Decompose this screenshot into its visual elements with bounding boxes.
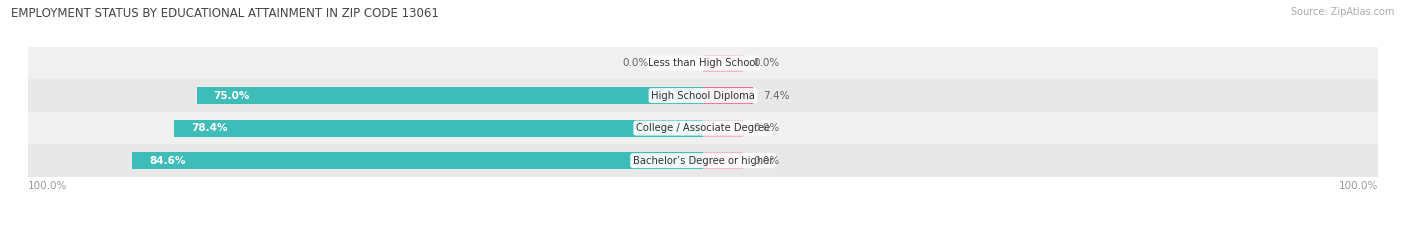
- Bar: [174, 120, 703, 137]
- Bar: [703, 120, 744, 137]
- Text: 100.0%: 100.0%: [28, 181, 67, 191]
- Text: 0.0%: 0.0%: [623, 58, 650, 68]
- Text: 7.4%: 7.4%: [763, 91, 790, 101]
- Text: College / Associate Degree: College / Associate Degree: [636, 123, 770, 133]
- Text: 78.4%: 78.4%: [191, 123, 228, 133]
- Bar: [28, 47, 1378, 79]
- Text: EMPLOYMENT STATUS BY EDUCATIONAL ATTAINMENT IN ZIP CODE 13061: EMPLOYMENT STATUS BY EDUCATIONAL ATTAINM…: [11, 7, 439, 20]
- Bar: [703, 55, 744, 72]
- Text: Bachelor’s Degree or higher: Bachelor’s Degree or higher: [633, 156, 773, 166]
- Bar: [28, 144, 1378, 177]
- Bar: [197, 87, 703, 104]
- Text: 0.0%: 0.0%: [754, 58, 780, 68]
- Bar: [132, 152, 703, 169]
- Text: 0.0%: 0.0%: [754, 156, 780, 166]
- Bar: [28, 79, 1378, 112]
- Text: Less than High School: Less than High School: [648, 58, 758, 68]
- Bar: [703, 87, 754, 104]
- Text: 100.0%: 100.0%: [1339, 181, 1378, 191]
- Text: Source: ZipAtlas.com: Source: ZipAtlas.com: [1291, 7, 1395, 17]
- Text: 75.0%: 75.0%: [214, 91, 250, 101]
- Text: 0.0%: 0.0%: [754, 123, 780, 133]
- Text: 84.6%: 84.6%: [149, 156, 186, 166]
- Bar: [28, 112, 1378, 144]
- Text: High School Diploma: High School Diploma: [651, 91, 755, 101]
- Bar: [703, 152, 744, 169]
